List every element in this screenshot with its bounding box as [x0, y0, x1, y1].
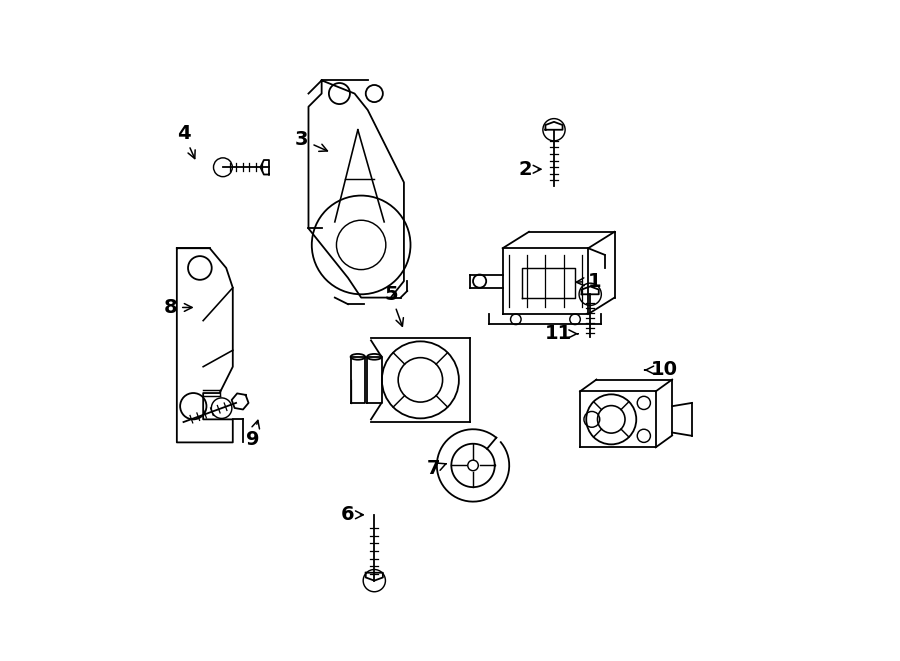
- Text: 4: 4: [176, 124, 195, 159]
- Text: 1: 1: [576, 272, 601, 291]
- Text: 2: 2: [519, 160, 541, 178]
- Text: 5: 5: [384, 285, 403, 327]
- Text: 8: 8: [164, 298, 192, 317]
- Text: 9: 9: [246, 420, 259, 449]
- Text: 3: 3: [295, 130, 328, 151]
- Text: 6: 6: [341, 505, 364, 524]
- Text: 10: 10: [644, 360, 678, 379]
- Text: 11: 11: [545, 325, 578, 343]
- Text: 7: 7: [427, 459, 446, 478]
